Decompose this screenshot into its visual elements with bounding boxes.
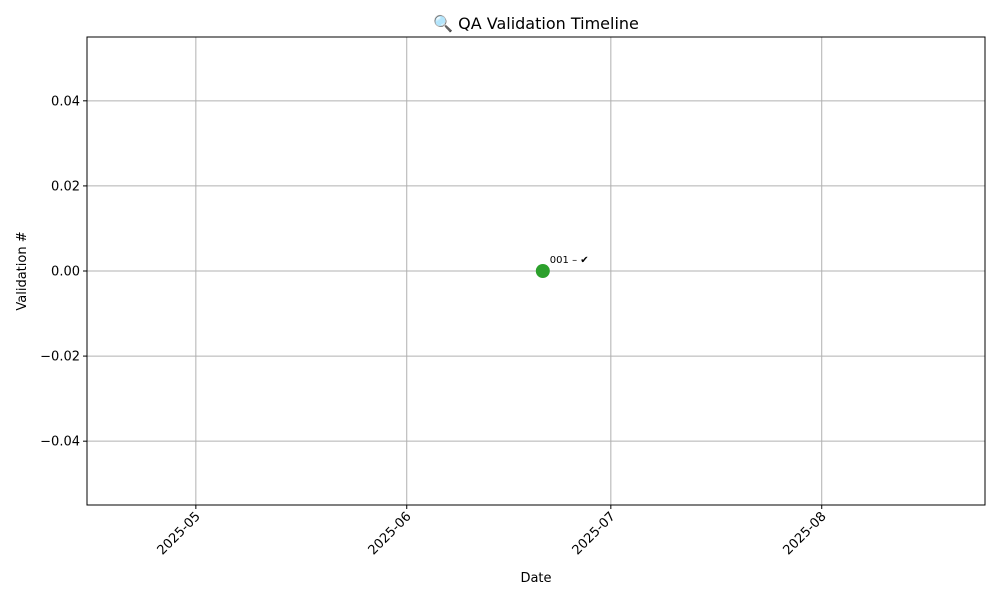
x-axis-label: Date <box>520 571 551 586</box>
data-point-label: 001 – ✔ <box>550 255 589 266</box>
y-axis-ticks: 0.04 0.02 0.00 −0.02 −0.04 <box>40 94 87 450</box>
data-point <box>535 264 550 278</box>
x-tick-label: 2025-06 <box>366 509 415 558</box>
x-axis-ticks: 2025-05 2025-06 2025-07 2025-08 <box>155 505 830 558</box>
y-tick-label: −0.04 <box>40 435 80 450</box>
x-tick-label: 2025-07 <box>570 509 619 558</box>
x-tick-label: 2025-08 <box>781 509 830 558</box>
y-tick-label: 0.02 <box>51 179 80 194</box>
chart-title: 🔍 QA Validation Timeline <box>433 13 639 33</box>
x-tick-label: 2025-05 <box>155 509 204 558</box>
data-points: 001 – ✔ <box>535 255 589 278</box>
y-axis-label: Validation # <box>15 231 30 310</box>
y-tick-label: 0.00 <box>51 265 80 280</box>
y-tick-label: 0.04 <box>51 94 80 109</box>
y-tick-label: −0.02 <box>40 350 80 365</box>
